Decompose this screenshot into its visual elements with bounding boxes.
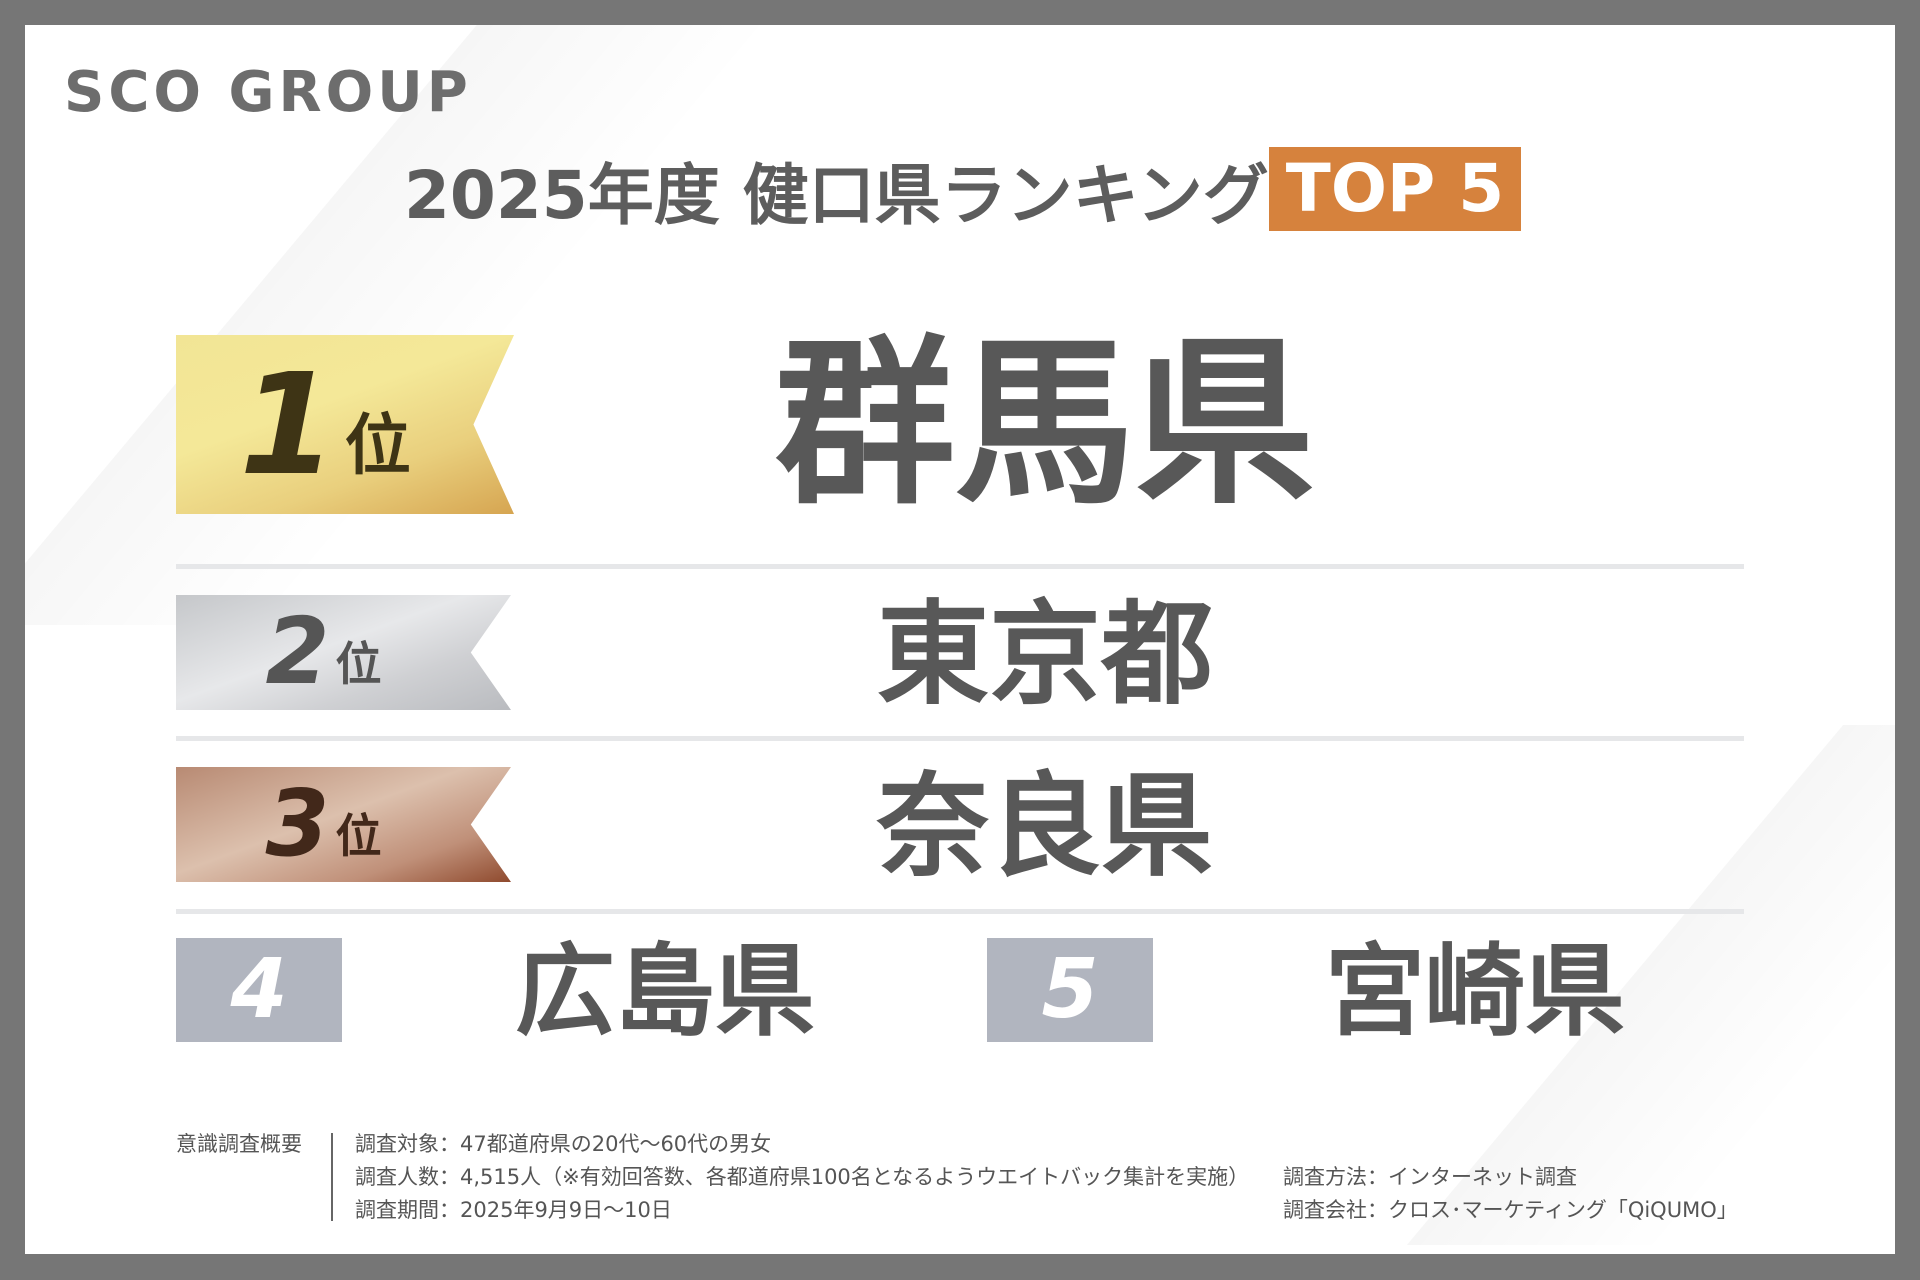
rank-3-name: 奈良県 [877,762,1213,892]
rank-4-badge: 4 [176,938,342,1042]
survey-respondents: 調査人数：4,515人（※有効回答数、各都道府県100名となるようウエイトバック… [355,1165,1250,1189]
rank-1-name: 群馬県 [774,320,1315,529]
rank-suffix: 位 [335,809,382,863]
rank-3-ribbon: 3 位 [176,767,511,882]
survey-period: 調査期間：2025年9月9日〜10日 [355,1198,672,1222]
divider [176,909,1744,914]
rank-number: 1 [239,344,337,507]
rank-1-ribbon: 1 位 [176,335,514,514]
top5-badge: TOP 5 [1269,147,1521,231]
rank-5-badge: 5 [987,938,1153,1042]
page-title: 2025年度 健口県ランキング [404,157,1269,234]
rank-2-ribbon: 2 位 [176,595,511,710]
divider [176,736,1744,741]
rank-4-name: 広島県 [515,933,815,1050]
rank-number: 3 [265,770,330,877]
survey-divider [331,1133,333,1221]
survey-method: 調査方法：インターネット調査 [1283,1165,1577,1189]
logo: SCO GROUP [64,60,472,125]
rank-suffix: 位 [344,407,411,484]
rank-suffix: 位 [335,637,382,691]
survey-label: 意識調査概要 [176,1132,302,1156]
survey-company: 調査会社：クロス･マーケティング「QiQUMO」 [1283,1198,1738,1222]
rank-number: 2 [265,598,330,705]
rank-2-name: 東京都 [877,590,1213,720]
divider [176,564,1744,569]
rank-5-name: 宮崎県 [1325,933,1625,1050]
survey-target: 調査対象：47都道府県の20代〜60代の男女 [355,1132,772,1156]
